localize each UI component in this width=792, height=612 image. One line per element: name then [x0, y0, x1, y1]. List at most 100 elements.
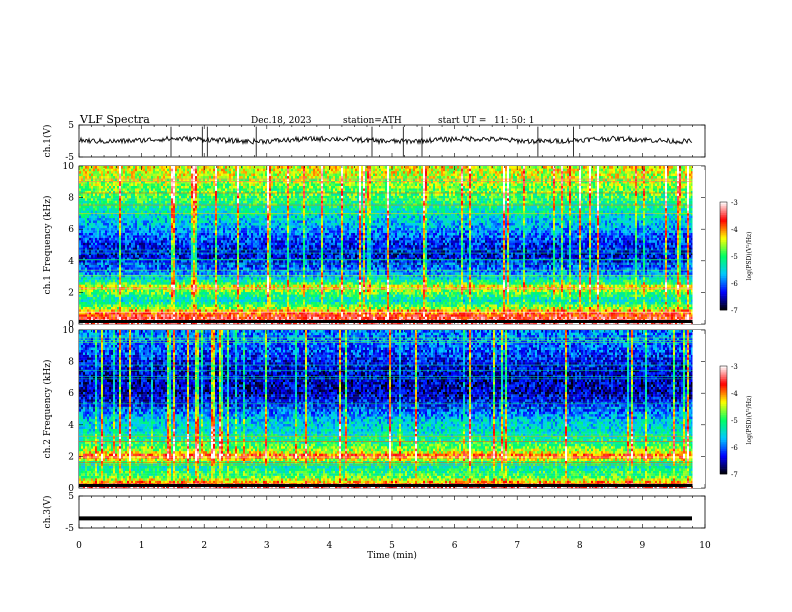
spectrogram-cell [675, 294, 677, 298]
spectrogram-cell [333, 284, 335, 288]
spectrogram-cell [201, 296, 203, 300]
spectrogram-cell [319, 309, 321, 312]
spectrogram-cell [383, 291, 385, 295]
spectrogram-cell [439, 296, 441, 300]
spectrogram-cell [389, 299, 391, 302]
spectrogram-cell [415, 296, 417, 300]
spectrogram-cell [681, 304, 683, 307]
spectrogram-cell [155, 284, 157, 288]
spectrogram-cell [395, 306, 397, 310]
spectrogram-cell [195, 306, 197, 310]
spectrogram-cell [283, 287, 285, 290]
spectrogram-cell [501, 314, 503, 317]
spectrogram-cell [461, 284, 463, 288]
spectrogram-cell [257, 309, 259, 312]
spectrogram-cell [691, 301, 693, 305]
spectrogram-cell [559, 299, 561, 302]
spectrogram-cell [279, 291, 281, 295]
spectrogram-cell [679, 289, 681, 293]
spectrogram-cell [197, 289, 199, 293]
spectrogram-cell [681, 284, 683, 288]
spectrogram-cell [511, 299, 513, 302]
spectrogram-cell [319, 301, 321, 305]
spectrogram-cell [573, 301, 575, 305]
spectrogram-cell [437, 296, 439, 300]
spectrogram-cell [341, 311, 343, 315]
spectrogram-cell [351, 284, 353, 288]
spectrogram-cell [675, 316, 677, 320]
spectrogram-cell [81, 314, 83, 317]
spectrogram-cell [265, 316, 267, 320]
spectrogram-cell [649, 311, 651, 315]
spectrogram-cell [619, 296, 621, 300]
spectrogram-cell [227, 294, 229, 298]
spectrogram-cell [387, 299, 389, 302]
spectrogram-cell [273, 304, 275, 307]
spectrogram-cell [645, 309, 647, 312]
spectrogram-cell [317, 299, 319, 302]
spectrogram-cell [249, 287, 251, 290]
spectrogram-cell [547, 284, 549, 288]
spectrogram-cell [265, 314, 267, 317]
spectrogram-cell [277, 306, 279, 310]
spectrogram-cell [405, 301, 407, 305]
spectrogram-cell [677, 311, 679, 315]
spectrogram-cell [655, 289, 657, 293]
spectrogram-cell [373, 289, 375, 293]
spectrogram-cell [211, 306, 213, 310]
spectrogram-cell [469, 291, 471, 295]
spectrogram-cell [297, 299, 299, 302]
spectrogram-cell [479, 296, 481, 300]
spectrogram-cell [437, 304, 439, 307]
spectrogram-cell [293, 306, 295, 310]
spectrogram-cell [633, 296, 635, 300]
spectrogram-cell [569, 289, 571, 293]
spectrogram-cell [287, 291, 289, 295]
spectrogram-cell [501, 301, 503, 305]
spectrogram-cell [451, 316, 453, 320]
spectrogram-cell [183, 304, 185, 307]
spectrogram-cell [297, 314, 299, 317]
spectrogram-cell [293, 287, 295, 290]
spectrogram-cell [211, 291, 213, 295]
spectrogram-cell [635, 304, 637, 307]
spectrogram-cell [87, 311, 89, 315]
spectrogram-cell [357, 291, 359, 295]
spectrogram-cell [587, 294, 589, 298]
spectrogram-cell [655, 299, 657, 302]
spectrogram-cell [421, 287, 423, 290]
spectrogram-cell [443, 304, 445, 307]
spectrogram-cell [149, 289, 151, 293]
spectrogram-cell [211, 316, 213, 320]
spectrogram-cell [477, 301, 479, 305]
spectrogram-cell [271, 309, 273, 312]
spectrogram-cell [115, 284, 117, 288]
spectrogram-cell [311, 287, 313, 290]
spectrogram-cell [343, 299, 345, 302]
spectrogram-cell [625, 284, 627, 288]
spectrogram-cell [571, 311, 573, 315]
spectrogram-cell [569, 301, 571, 305]
spectrogram-cell [329, 289, 331, 293]
spectrogram-cell [449, 299, 451, 302]
spectrogram-cell [285, 299, 287, 302]
spectrogram-cell [505, 311, 507, 315]
spectrogram-cell [489, 306, 491, 310]
spectrogram-cell [639, 291, 641, 295]
spectrogram-cell [601, 289, 603, 293]
spectrogram-cell [341, 289, 343, 293]
spectrogram-cell [401, 311, 403, 315]
spectrogram-cell [497, 299, 499, 302]
spectrogram-cell [537, 287, 539, 290]
spectrogram-cell [583, 316, 585, 320]
spectrogram-cell [451, 314, 453, 317]
spectrogram-cell [423, 289, 425, 293]
spectrogram-cell [559, 316, 561, 320]
spectrogram-cell [139, 289, 141, 293]
spectrogram-cell [107, 311, 109, 315]
spectrogram-cell [653, 311, 655, 315]
spectrogram-cell [363, 314, 365, 317]
spectrogram-cell [137, 314, 139, 317]
spectrogram-cell [225, 294, 227, 298]
spectrogram-cell [499, 306, 501, 310]
